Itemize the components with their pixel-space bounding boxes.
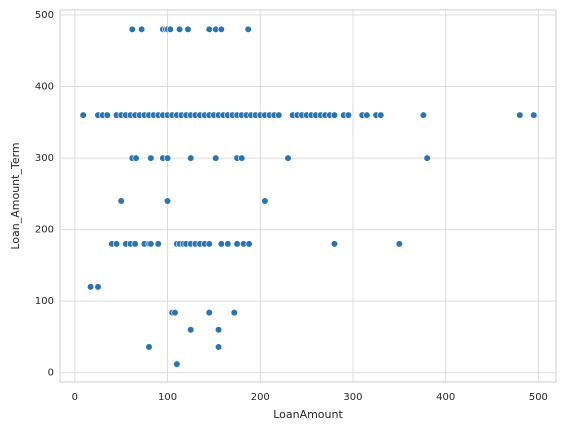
point: [131, 240, 139, 248]
point: [86, 283, 95, 291]
point: [205, 25, 213, 33]
point: [147, 154, 155, 162]
y-tick-label: 400: [35, 82, 54, 93]
point: [233, 240, 241, 248]
point: [244, 25, 252, 33]
point: [205, 240, 213, 248]
point: [147, 240, 155, 248]
point: [117, 197, 125, 205]
point: [423, 154, 431, 162]
y-tick-label: 0: [48, 368, 54, 379]
point: [163, 154, 172, 162]
point: [173, 360, 181, 368]
point: [530, 111, 538, 119]
y-tick-label: 500: [35, 10, 54, 21]
point: [363, 111, 371, 119]
point: [166, 25, 174, 33]
point: [330, 240, 339, 248]
x-tick-label: 300: [343, 392, 362, 403]
point: [112, 240, 121, 248]
point: [94, 283, 102, 291]
point: [419, 111, 428, 119]
point: [79, 111, 87, 119]
point: [330, 111, 339, 119]
point: [212, 154, 220, 162]
x-tick-label: 0: [72, 392, 78, 403]
point: [103, 111, 111, 119]
point: [184, 25, 192, 33]
y-axis-label: Loan_Amount_Term: [9, 142, 22, 249]
point: [516, 111, 524, 119]
point: [377, 111, 385, 119]
point: [205, 309, 213, 317]
x-tick-label: 500: [529, 392, 548, 403]
plot-area: [59, 9, 557, 383]
point: [187, 326, 195, 334]
y-tick-label: 200: [35, 225, 54, 236]
point: [214, 326, 223, 334]
point: [154, 240, 162, 248]
point: [344, 111, 352, 119]
point: [187, 154, 195, 162]
point: [217, 25, 225, 33]
x-tick-label: 100: [158, 392, 177, 403]
point: [284, 154, 292, 162]
point: [230, 309, 238, 317]
x-axis-label: LoanAmount: [273, 408, 343, 421]
point: [132, 154, 140, 162]
point: [261, 197, 269, 205]
point: [128, 25, 136, 33]
point: [224, 240, 232, 248]
point: [238, 154, 246, 162]
point: [137, 25, 146, 33]
point: [214, 343, 223, 351]
y-tick-label: 100: [35, 296, 54, 307]
point: [217, 240, 225, 248]
point: [275, 111, 283, 119]
point: [175, 25, 184, 33]
point: [163, 197, 172, 205]
point: [145, 343, 153, 351]
x-tick-label: 200: [251, 392, 270, 403]
point: [395, 240, 403, 248]
point: [171, 309, 179, 317]
point: [245, 240, 253, 248]
x-tick-label: 400: [436, 392, 455, 403]
y-tick-label: 300: [35, 153, 54, 164]
